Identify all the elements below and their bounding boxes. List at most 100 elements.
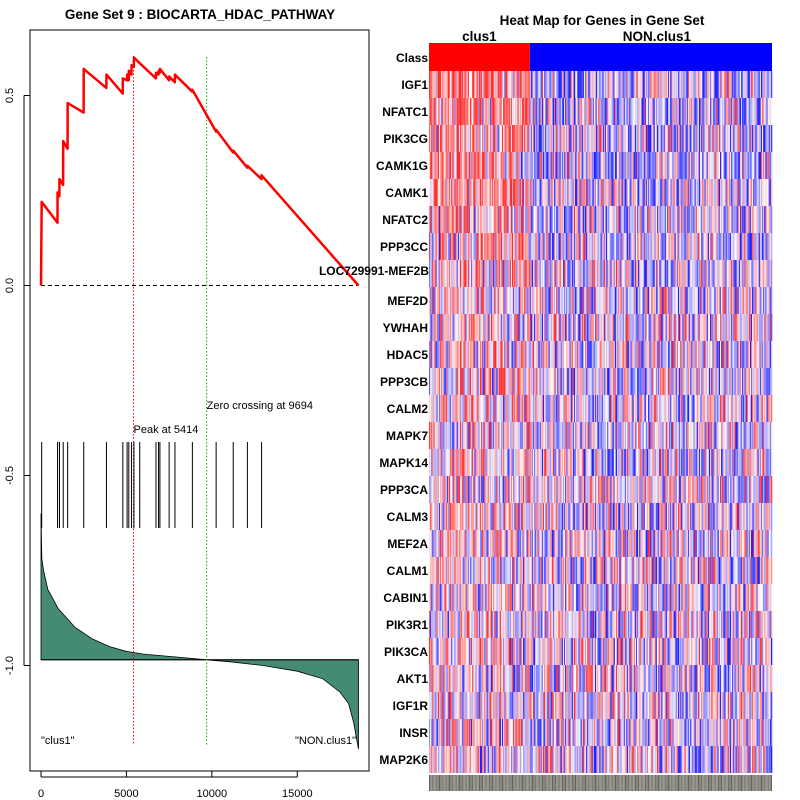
heatmap-cell xyxy=(692,71,694,98)
heatmap-cell xyxy=(683,71,685,98)
heatmap-cell xyxy=(521,476,524,503)
heatmap-cell xyxy=(529,98,532,125)
heatmap-cell xyxy=(436,71,439,98)
heatmap-cell xyxy=(731,422,733,449)
heatmap-cell xyxy=(510,341,513,368)
heatmap-cell xyxy=(551,98,554,125)
heatmap-cell xyxy=(586,422,588,449)
heatmap-cell xyxy=(521,314,524,341)
heatmap-cell xyxy=(473,395,475,422)
heatmap-cell xyxy=(726,260,729,287)
heatmap-cell xyxy=(658,341,660,368)
heatmap-cell xyxy=(619,125,621,152)
heatmap-cell xyxy=(519,476,522,503)
heatmap-cell xyxy=(469,368,472,395)
heatmap-cell xyxy=(613,125,616,152)
heatmap-cell xyxy=(629,314,631,341)
heatmap-cell xyxy=(633,449,636,476)
heatmap-cell xyxy=(760,395,763,422)
heatmap-cell xyxy=(461,179,463,206)
heatmap-cell xyxy=(524,206,526,233)
heatmap-cell xyxy=(570,179,573,206)
heatmap-cell xyxy=(450,98,452,125)
heatmap-cell xyxy=(615,395,618,422)
heatmap-cell xyxy=(743,422,745,449)
heatmap-cell xyxy=(483,368,485,395)
heatmap-cell xyxy=(607,368,609,395)
heatmap-cell xyxy=(599,71,601,98)
heatmap-cell xyxy=(433,206,435,233)
heatmap-cell xyxy=(689,476,691,503)
heatmap-cell xyxy=(437,206,440,233)
heatmap-cell xyxy=(757,179,760,206)
heatmap-cell xyxy=(554,287,556,314)
heatmap-cell xyxy=(483,287,485,314)
heatmap-cell xyxy=(455,125,457,152)
heatmap-cell xyxy=(534,341,536,368)
heatmap-cell xyxy=(589,368,591,395)
heatmap-cell xyxy=(471,341,473,368)
heatmap-cell xyxy=(758,152,761,179)
heatmap-cell xyxy=(700,233,702,260)
heatmap-cell xyxy=(713,476,715,503)
heatmap-cell xyxy=(733,476,735,503)
heatmap-cell xyxy=(749,152,752,179)
heatmap-cell xyxy=(578,233,580,260)
heatmap-cell xyxy=(683,287,685,314)
heatmap-cell xyxy=(549,125,552,152)
heatmap-cell xyxy=(494,71,496,98)
heatmap-cell xyxy=(679,260,681,287)
heatmap-cell xyxy=(749,449,752,476)
heatmap-cell xyxy=(716,314,719,341)
heatmap-cell xyxy=(443,287,445,314)
heatmap-cell xyxy=(637,179,639,206)
heatmap-cell xyxy=(590,179,592,206)
heatmap-cell xyxy=(620,314,622,341)
heatmap-cell xyxy=(617,71,619,98)
heatmap-cell xyxy=(627,287,629,314)
heatmap-cell xyxy=(445,368,448,395)
heatmap-cell xyxy=(659,341,661,368)
heatmap-cell xyxy=(466,314,469,341)
heatmap-cell xyxy=(563,206,566,233)
heatmap-cell xyxy=(445,314,448,341)
heatmap-cell xyxy=(467,314,470,341)
heatmap-cell xyxy=(692,341,694,368)
heatmap-cell xyxy=(525,152,527,179)
heatmap-cell xyxy=(565,125,567,152)
heatmap-cell xyxy=(667,476,670,503)
heatmap-cell xyxy=(637,71,639,98)
heatmap-cell xyxy=(504,179,506,206)
heatmap-cell xyxy=(515,449,517,476)
heatmap-cell xyxy=(573,449,576,476)
heatmap-cell xyxy=(520,422,523,449)
heatmap-cell xyxy=(552,206,555,233)
heatmap-cell xyxy=(506,422,508,449)
heatmap-cell xyxy=(482,98,484,125)
heatmap-cell xyxy=(667,152,670,179)
heatmap-cell xyxy=(492,98,494,125)
heatmap-cell xyxy=(652,422,654,449)
heatmap-cell xyxy=(714,152,716,179)
heatmap-cell xyxy=(704,71,706,98)
heatmap-cell xyxy=(596,287,598,314)
heatmap-cell xyxy=(682,395,684,422)
heatmap-cell xyxy=(615,476,618,503)
heatmap-cell xyxy=(734,206,736,233)
heatmap-cell xyxy=(573,341,576,368)
heatmap-cell xyxy=(665,179,668,206)
heatmap-cell xyxy=(453,233,455,260)
heatmap-cell xyxy=(461,233,463,260)
heatmap-cell xyxy=(473,368,475,395)
heatmap-cell xyxy=(555,260,557,287)
heatmap-cell xyxy=(685,287,688,314)
heatmap-cell xyxy=(520,98,523,125)
heatmap-cell xyxy=(744,179,746,206)
heatmap-cell xyxy=(453,287,455,314)
heatmap-cell xyxy=(666,233,669,260)
x-tick-label: 5000 xyxy=(114,788,138,800)
heatmap-cell xyxy=(754,98,756,125)
heatmap-cell xyxy=(518,314,521,341)
heatmap-cell xyxy=(641,179,643,206)
heatmap-cell xyxy=(716,206,719,233)
